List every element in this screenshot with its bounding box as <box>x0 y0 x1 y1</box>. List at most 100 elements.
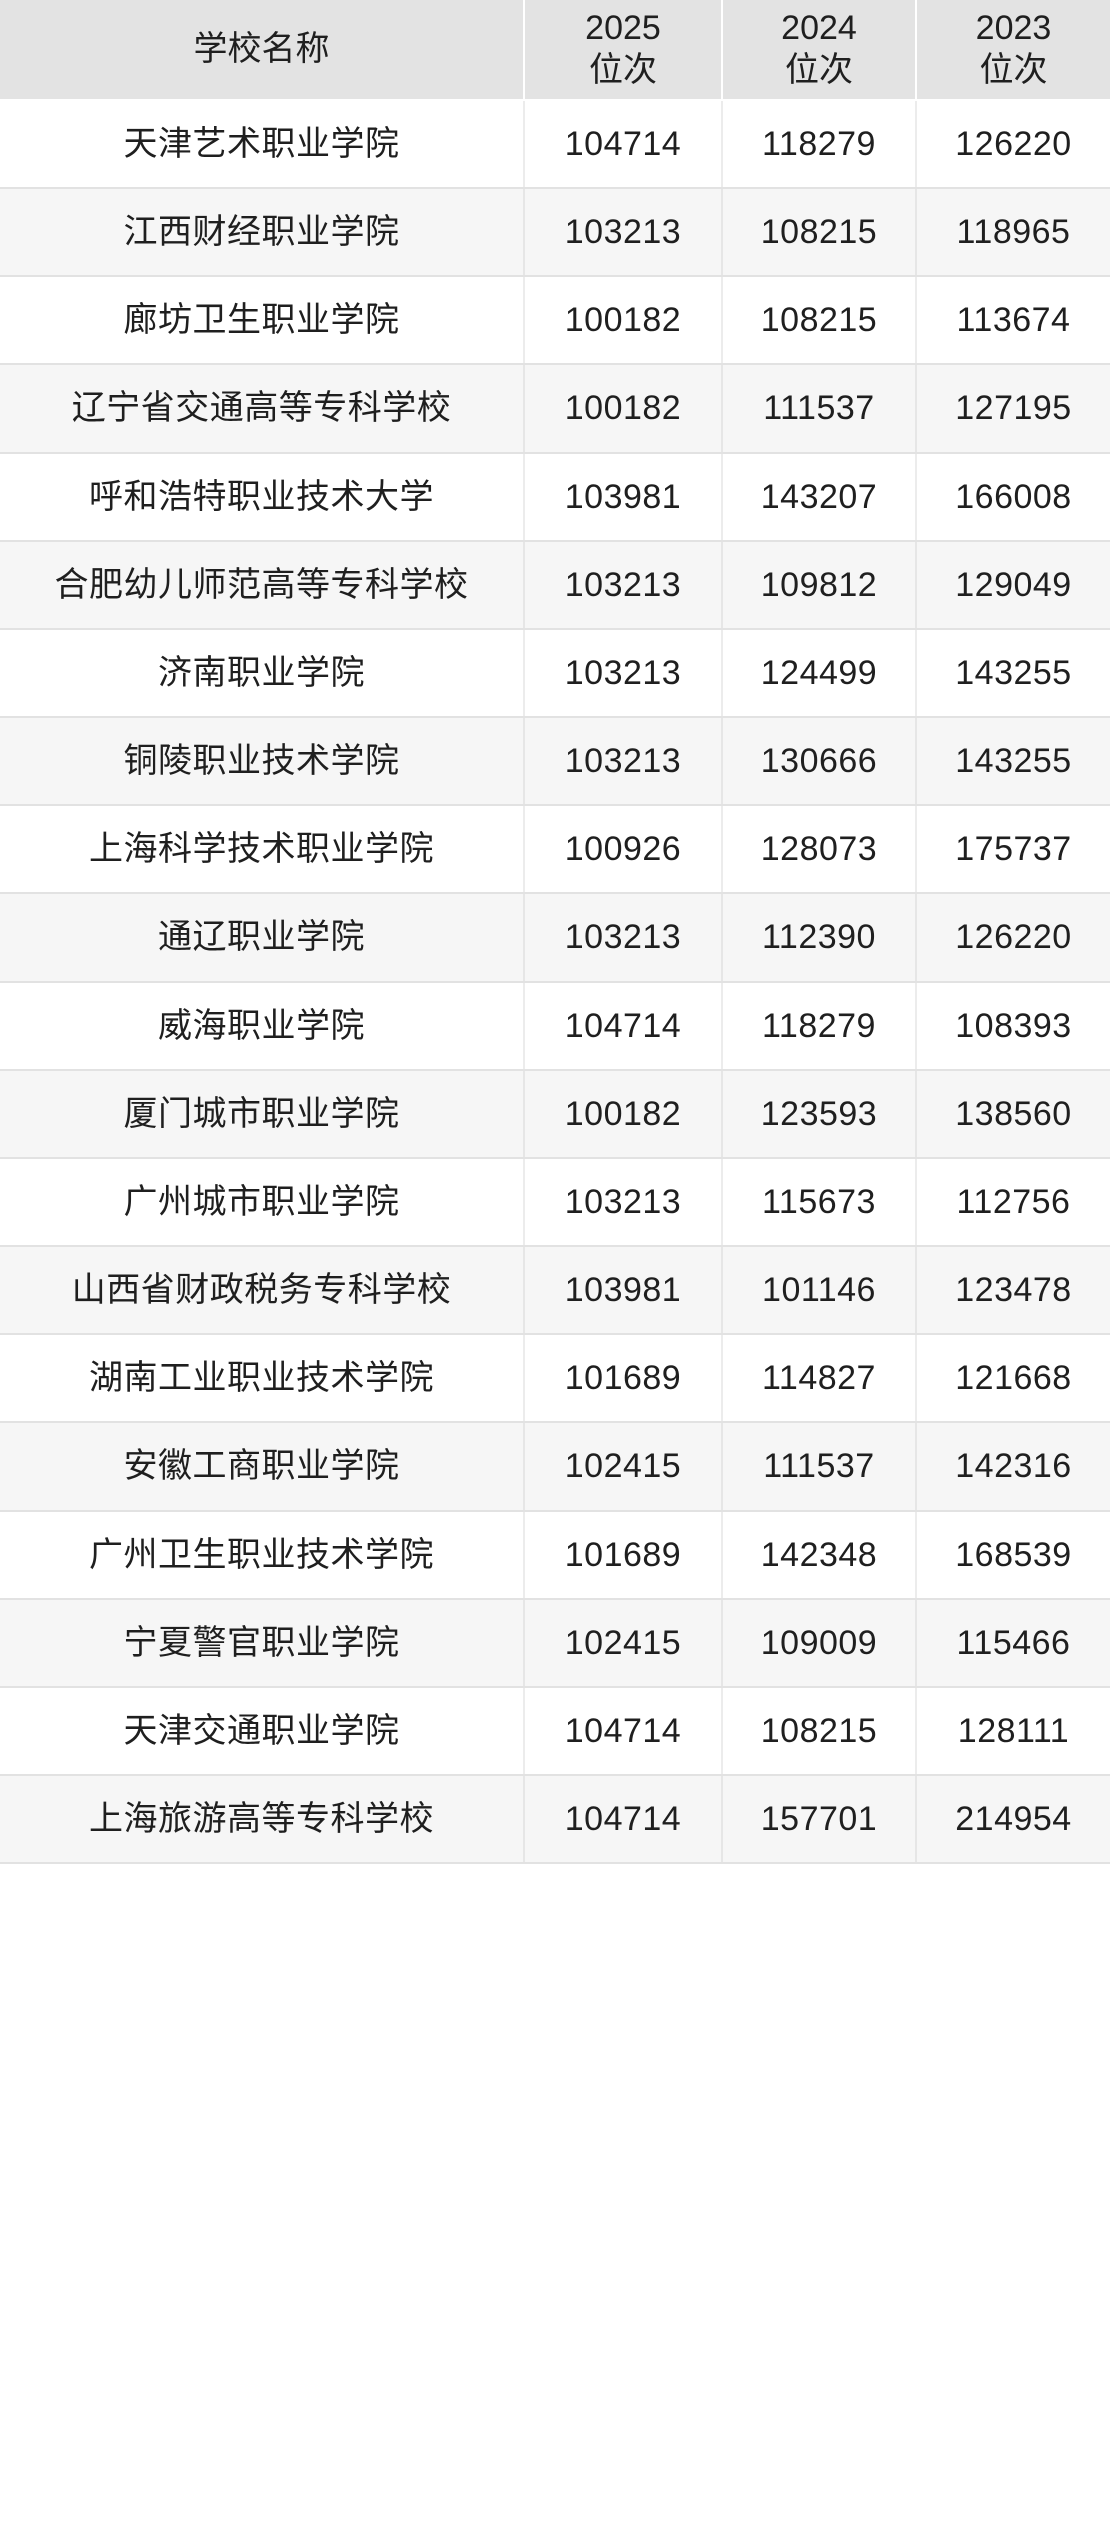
cell-school-name: 济南职业学院 <box>0 628 525 719</box>
cell-rank-2025: 100926 <box>524 805 723 895</box>
cell-school-name: 广州城市职业学院 <box>0 1157 525 1248</box>
table-row: 山西省财政税务专科学校 103981 101146 123478 <box>0 1246 1110 1336</box>
cell-rank-2025: 104714 <box>524 1686 723 1776</box>
cell-rank-2024: 118279 <box>722 100 917 190</box>
cell-school-name: 辽宁省交通高等专科学校 <box>0 364 525 454</box>
cell-school-name: 天津艺术职业学院 <box>0 100 525 190</box>
cell-rank-2023: 126220 <box>916 100 1110 190</box>
cell-rank-2024: 108215 <box>722 188 917 278</box>
cell-rank-2023: 108393 <box>916 981 1110 1071</box>
cell-rank-2024: 114827 <box>722 1334 917 1424</box>
cell-rank-2023: 128111 <box>916 1686 1110 1776</box>
cell-rank-2023: 123478 <box>916 1246 1110 1336</box>
cell-rank-2024: 128073 <box>722 805 917 895</box>
cell-rank-2025: 102415 <box>524 1598 723 1688</box>
table-row: 宁夏警官职业学院 102415 109009 115466 <box>0 1598 1110 1688</box>
table-body: 天津艺术职业学院 104714 118279 126220 江西财经职业学院 103213… <box>0 100 1110 1865</box>
table-row: 江西财经职业学院 103213 108215 118965 <box>0 188 1110 278</box>
cell-rank-2025: 100182 <box>524 1069 723 1159</box>
table-row: 上海旅游高等专科学校 104714 157701 214954 <box>0 1774 1110 1865</box>
table-row: 湖南工业职业技术学院 101689 114827 121668 <box>0 1334 1110 1424</box>
cell-rank-2025: 104714 <box>524 1774 723 1865</box>
cell-rank-2023: 166008 <box>916 452 1110 542</box>
column-header-2025-sub: 位次 <box>589 50 657 89</box>
cell-school-name: 山西省财政税务专科学校 <box>0 1246 525 1336</box>
cell-rank-2023: 168539 <box>916 1510 1110 1600</box>
cell-rank-2024: 111537 <box>722 364 917 454</box>
cell-rank-2025: 103213 <box>524 188 723 278</box>
cell-rank-2025: 104714 <box>524 981 723 1071</box>
cell-school-name: 厦门城市职业学院 <box>0 1069 525 1159</box>
cell-school-name: 湖南工业职业技术学院 <box>0 1334 525 1424</box>
cell-rank-2024: 108215 <box>722 1686 917 1776</box>
cell-school-name: 广州卫生职业技术学院 <box>0 1510 525 1600</box>
cell-rank-2025: 103981 <box>524 452 723 542</box>
table-row: 上海科学技术职业学院 100926 128073 175737 <box>0 805 1110 895</box>
cell-rank-2024: 124499 <box>722 628 917 719</box>
cell-rank-2025: 100182 <box>524 364 723 454</box>
cell-rank-2023: 214954 <box>916 1774 1110 1865</box>
cell-rank-2023: 121668 <box>916 1334 1110 1424</box>
cell-rank-2025: 104714 <box>524 100 723 190</box>
header-row: 学校名称 2025 位次 2024 位次 2023 位次 <box>0 0 1110 101</box>
cell-rank-2024: 109009 <box>722 1598 917 1688</box>
cell-rank-2024: 123593 <box>722 1069 917 1159</box>
table-header: 学校名称 2025 位次 2024 位次 2023 位次 <box>0 0 1110 101</box>
table-row: 安徽工商职业学院 102415 111537 142316 <box>0 1422 1110 1512</box>
cell-rank-2024: 111537 <box>722 1422 917 1512</box>
column-header-2024-year: 2024 <box>781 9 857 48</box>
cell-rank-2023: 138560 <box>916 1069 1110 1159</box>
cell-rank-2025: 103213 <box>524 540 723 630</box>
cell-rank-2024: 112390 <box>722 893 917 983</box>
cell-rank-2023: 175737 <box>916 805 1110 895</box>
column-header-school-name: 学校名称 <box>0 0 525 101</box>
cell-rank-2024: 101146 <box>722 1246 917 1336</box>
cell-rank-2025: 100182 <box>524 276 723 366</box>
cell-rank-2023: 126220 <box>916 893 1110 983</box>
cell-rank-2024: 118279 <box>722 981 917 1071</box>
cell-rank-2024: 157701 <box>722 1774 917 1865</box>
cell-school-name: 上海科学技术职业学院 <box>0 805 525 895</box>
column-header-2023: 2023 位次 <box>916 0 1110 101</box>
table-row: 合肥幼儿师范高等专科学校 103213 109812 129049 <box>0 540 1110 630</box>
table-row: 通辽职业学院 103213 112390 126220 <box>0 893 1110 983</box>
cell-school-name: 廊坊卫生职业学院 <box>0 276 525 366</box>
column-header-2023-sub: 位次 <box>979 50 1048 89</box>
column-header-2024-sub: 位次 <box>785 50 853 89</box>
column-header-2025-year: 2025 <box>585 9 661 48</box>
cell-school-name: 铜陵职业技术学院 <box>0 717 525 807</box>
cell-school-name: 江西财经职业学院 <box>0 188 525 278</box>
cell-rank-2023: 118965 <box>916 188 1110 278</box>
cell-school-name: 通辽职业学院 <box>0 893 525 983</box>
cell-rank-2024: 143207 <box>722 452 917 542</box>
table-row: 广州卫生职业技术学院 101689 142348 168539 <box>0 1510 1110 1600</box>
column-header-2024: 2024 位次 <box>722 0 917 101</box>
cell-rank-2025: 103213 <box>524 1157 723 1248</box>
column-header-2023-year: 2023 <box>975 9 1052 48</box>
table-row: 呼和浩特职业技术大学 103981 143207 166008 <box>0 452 1110 542</box>
cell-school-name: 宁夏警官职业学院 <box>0 1598 525 1688</box>
school-ranking-table: 学校名称 2025 位次 2024 位次 2023 位次 天津艺术职业学院 104… <box>0 0 1110 1865</box>
cell-rank-2025: 103981 <box>524 1246 723 1336</box>
cell-rank-2023: 112756 <box>916 1157 1110 1248</box>
cell-school-name: 呼和浩特职业技术大学 <box>0 452 525 542</box>
cell-school-name: 威海职业学院 <box>0 981 525 1071</box>
cell-rank-2025: 101689 <box>524 1334 723 1424</box>
cell-school-name: 合肥幼儿师范高等专科学校 <box>0 540 525 630</box>
cell-rank-2023: 127195 <box>916 364 1110 454</box>
cell-school-name: 安徽工商职业学院 <box>0 1422 525 1512</box>
table-row: 济南职业学院 103213 124499 143255 <box>0 628 1110 719</box>
cell-rank-2024: 142348 <box>722 1510 917 1600</box>
cell-rank-2024: 108215 <box>722 276 917 366</box>
table-row: 铜陵职业技术学院 103213 130666 143255 <box>0 717 1110 807</box>
column-header-school-name-label: 学校名称 <box>193 29 330 68</box>
cell-rank-2023: 143255 <box>916 717 1110 807</box>
cell-rank-2025: 103213 <box>524 893 723 983</box>
cell-rank-2024: 115673 <box>722 1157 917 1248</box>
cell-rank-2023: 129049 <box>916 540 1110 630</box>
cell-rank-2025: 103213 <box>524 717 723 807</box>
cell-rank-2025: 101689 <box>524 1510 723 1600</box>
cell-rank-2023: 115466 <box>916 1598 1110 1688</box>
table-row: 厦门城市职业学院 100182 123593 138560 <box>0 1069 1110 1159</box>
table-row: 辽宁省交通高等专科学校 100182 111537 127195 <box>0 364 1110 454</box>
